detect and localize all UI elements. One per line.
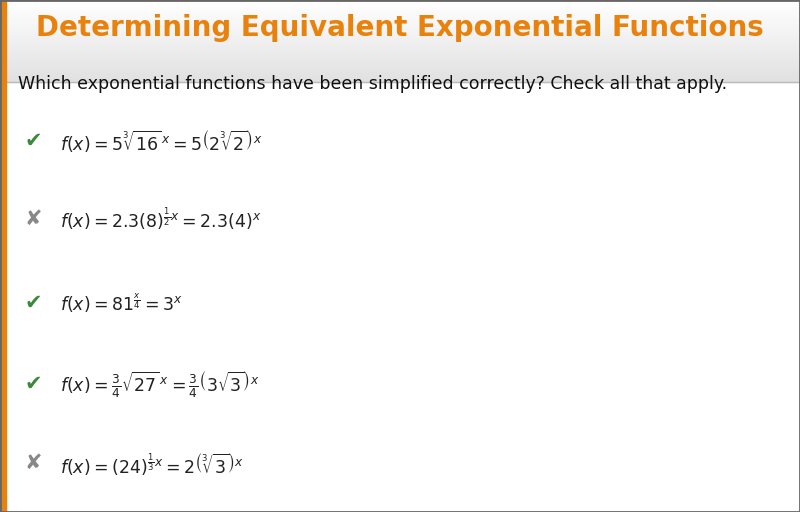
Text: ✘: ✘ <box>25 453 42 474</box>
Bar <box>0 12 800 14</box>
Bar <box>0 2 800 4</box>
Bar <box>0 47 800 49</box>
Bar <box>0 76 800 78</box>
Text: ✔: ✔ <box>25 131 42 151</box>
Bar <box>0 20 800 23</box>
Bar <box>0 27 800 29</box>
Bar <box>0 72 800 74</box>
Bar <box>0 23 800 25</box>
Text: Determining Equivalent Exponential Functions: Determining Equivalent Exponential Funct… <box>36 14 764 42</box>
Bar <box>0 0 800 2</box>
Bar <box>0 33 800 35</box>
Bar <box>0 45 800 47</box>
Text: ✘: ✘ <box>25 209 42 229</box>
Bar <box>0 35 800 37</box>
Text: ✔: ✔ <box>25 293 42 313</box>
Bar <box>0 6 800 8</box>
Bar <box>0 10 800 12</box>
Text: $f(x) = 81^{\frac{x}{4}} = 3^{x}$: $f(x) = 81^{\frac{x}{4}} = 3^{x}$ <box>60 291 183 315</box>
Bar <box>0 8 800 10</box>
Text: $f(x) = 2.3(8)^{\frac{1}{2}x} = 2.3(4)^{x}$: $f(x) = 2.3(8)^{\frac{1}{2}x} = 2.3(4)^{… <box>60 206 262 232</box>
Bar <box>0 39 800 41</box>
Bar <box>0 68 800 70</box>
Bar <box>0 55 800 57</box>
Bar <box>0 70 800 72</box>
Bar <box>0 53 800 55</box>
Bar <box>0 14 800 16</box>
Bar <box>0 74 800 76</box>
Bar <box>0 49 800 51</box>
Bar <box>0 18 800 20</box>
Bar <box>0 78 800 80</box>
Bar <box>0 51 800 53</box>
Text: $f(x) = 5\sqrt[3]{16}^{\,x} = 5\left(2\sqrt[3]{2}\right)^{x}$: $f(x) = 5\sqrt[3]{16}^{\,x} = 5\left(2\s… <box>60 127 262 154</box>
Bar <box>0 80 800 82</box>
Bar <box>0 63 800 66</box>
Bar <box>0 4 800 6</box>
Bar <box>0 25 800 27</box>
Bar <box>0 66 800 68</box>
Bar <box>0 57 800 59</box>
Bar <box>0 29 800 31</box>
Bar <box>0 59 800 61</box>
Text: ✔: ✔ <box>25 374 42 394</box>
Text: Which exponential functions have been simplified correctly? Check all that apply: Which exponential functions have been si… <box>18 75 726 94</box>
Bar <box>0 31 800 33</box>
Bar <box>0 61 800 63</box>
Text: $f(x) = \frac{3}{4}\sqrt{27}^{\,x} = \frac{3}{4}\left(3\sqrt{3}\right)^{x}$: $f(x) = \frac{3}{4}\sqrt{27}^{\,x} = \fr… <box>60 368 260 400</box>
Text: $f(x) = (24)^{\frac{1}{3}x} = 2\left(\sqrt[3]{3}\right)^{x}$: $f(x) = (24)^{\frac{1}{3}x} = 2\left(\sq… <box>60 450 244 477</box>
Bar <box>0 37 800 39</box>
Bar <box>0 16 800 18</box>
Bar <box>0 0 6 512</box>
Bar <box>0 43 800 45</box>
Bar <box>0 41 800 43</box>
